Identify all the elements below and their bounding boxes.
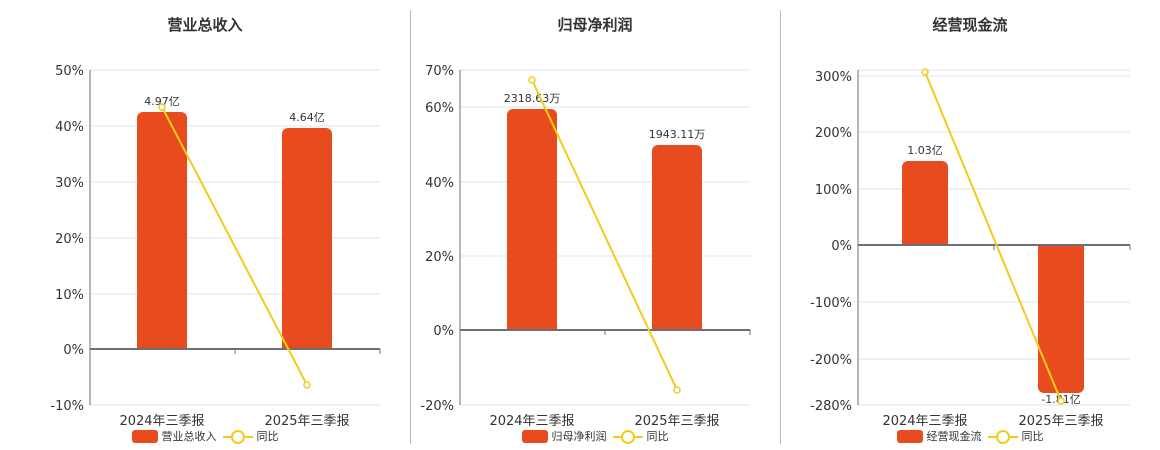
bar-2024[interactable] [902, 161, 948, 245]
bar-label: 1.03亿 [907, 144, 943, 157]
bar-2025[interactable] [652, 145, 702, 330]
svg-text:-280%: -280% [810, 399, 852, 414]
svg-text:-10%: -10% [50, 399, 84, 414]
bar-swatch-icon [521, 429, 548, 443]
chart-plot: 70% 60% 40% 20% 0% -20% 2318.63万 1943.11… [420, 64, 751, 429]
x-category: 2025年三季报 [634, 414, 719, 429]
svg-text:10%: 10% [55, 288, 84, 303]
svg-text:20%: 20% [55, 232, 84, 247]
panel-divider [410, 10, 411, 444]
yoy-point[interactable] [921, 68, 929, 76]
yoy-point[interactable] [528, 76, 536, 84]
bar-2025[interactable] [1038, 245, 1084, 393]
svg-text:100%: 100% [815, 183, 852, 198]
bar-2025[interactable] [282, 128, 332, 349]
svg-text:200%: 200% [815, 126, 852, 141]
svg-text:20%: 20% [425, 250, 454, 265]
legend-item-bar[interactable]: 归母净利润 [521, 428, 607, 444]
y-axis-ticks: 300% 200% 100% 0% -100% -200% -280% [810, 70, 852, 414]
bar-swatch-icon [131, 429, 158, 443]
svg-text:-20%: -20% [420, 399, 454, 414]
chart-plot: 50% 40% 30% 20% 10% 0% -10% 4.97亿 4.64亿 … [50, 64, 381, 429]
bar-label: 4.64亿 [289, 111, 325, 124]
svg-text:0%: 0% [433, 324, 454, 339]
chart-title: 经营现金流 [932, 16, 1008, 34]
legend-item-line[interactable]: 同比 [222, 428, 279, 444]
yoy-point[interactable] [303, 381, 311, 389]
chart-panel-operating-cashflow: 经营现金流 300% 200% 100% 0% -100% -200% -280… [780, 0, 1160, 450]
line-marker-icon [987, 429, 1018, 444]
x-category: 2024年三季报 [882, 414, 967, 429]
svg-text:0%: 0% [831, 239, 852, 254]
x-category: 2024年三季报 [489, 414, 574, 429]
panel-divider [780, 10, 781, 444]
y-axis-ticks: 70% 60% 40% 20% 0% -20% [420, 64, 454, 414]
bar-2024[interactable] [507, 109, 557, 330]
chart-title: 营业总收入 [167, 16, 243, 34]
legend: 归母净利润 同比 [410, 428, 780, 444]
svg-text:0%: 0% [63, 343, 84, 358]
yoy-line [924, 71, 1062, 402]
legend: 经营现金流 同比 [780, 428, 1160, 444]
svg-text:50%: 50% [55, 64, 84, 79]
bar-swatch-icon [896, 429, 923, 443]
bar-label: 4.97亿 [144, 95, 180, 108]
svg-text:40%: 40% [425, 176, 454, 191]
yoy-line [531, 79, 678, 391]
chart-plot: 300% 200% 100% 0% -100% -200% -280% 1.03… [810, 68, 1131, 429]
chart-title: 归母净利润 [557, 16, 633, 34]
x-category: 2024年三季报 [119, 414, 204, 429]
yoy-line [161, 106, 308, 386]
yoy-point[interactable] [673, 386, 681, 394]
bar-2024[interactable] [137, 112, 187, 349]
bar-label: 1943.11万 [649, 128, 706, 141]
legend-item-line[interactable]: 同比 [987, 428, 1044, 444]
line-marker-icon [612, 429, 643, 444]
svg-text:30%: 30% [55, 176, 84, 191]
x-category: 2025年三季报 [1018, 414, 1103, 429]
svg-text:40%: 40% [55, 120, 84, 135]
svg-text:-100%: -100% [810, 296, 852, 311]
svg-text:-200%: -200% [810, 353, 852, 368]
gridlines [90, 69, 380, 406]
svg-text:300%: 300% [815, 70, 852, 85]
line-marker-icon [222, 429, 253, 444]
gridlines [858, 69, 1130, 406]
yoy-point[interactable] [1057, 397, 1065, 405]
legend-item-bar[interactable]: 经营现金流 [896, 428, 982, 444]
svg-text:60%: 60% [425, 101, 454, 116]
legend: 营业总收入 同比 [0, 428, 410, 444]
y-axis-ticks: 50% 40% 30% 20% 10% 0% -10% [50, 64, 84, 414]
x-category: 2025年三季报 [264, 414, 349, 429]
svg-text:70%: 70% [425, 64, 454, 79]
chart-panel-net-profit: 归母净利润 70% 60% 40% 20% 0% -20% 2318.63万 1… [410, 0, 780, 450]
yoy-point[interactable] [158, 103, 166, 111]
chart-panel-revenue: 营业总收入 50% 40% 30% 20% 10% 0% -10% 4.97亿 … [0, 0, 410, 450]
bar-label: 2318.63万 [504, 92, 561, 105]
legend-item-bar[interactable]: 营业总收入 [131, 428, 217, 444]
legend-item-line[interactable]: 同比 [612, 428, 669, 444]
